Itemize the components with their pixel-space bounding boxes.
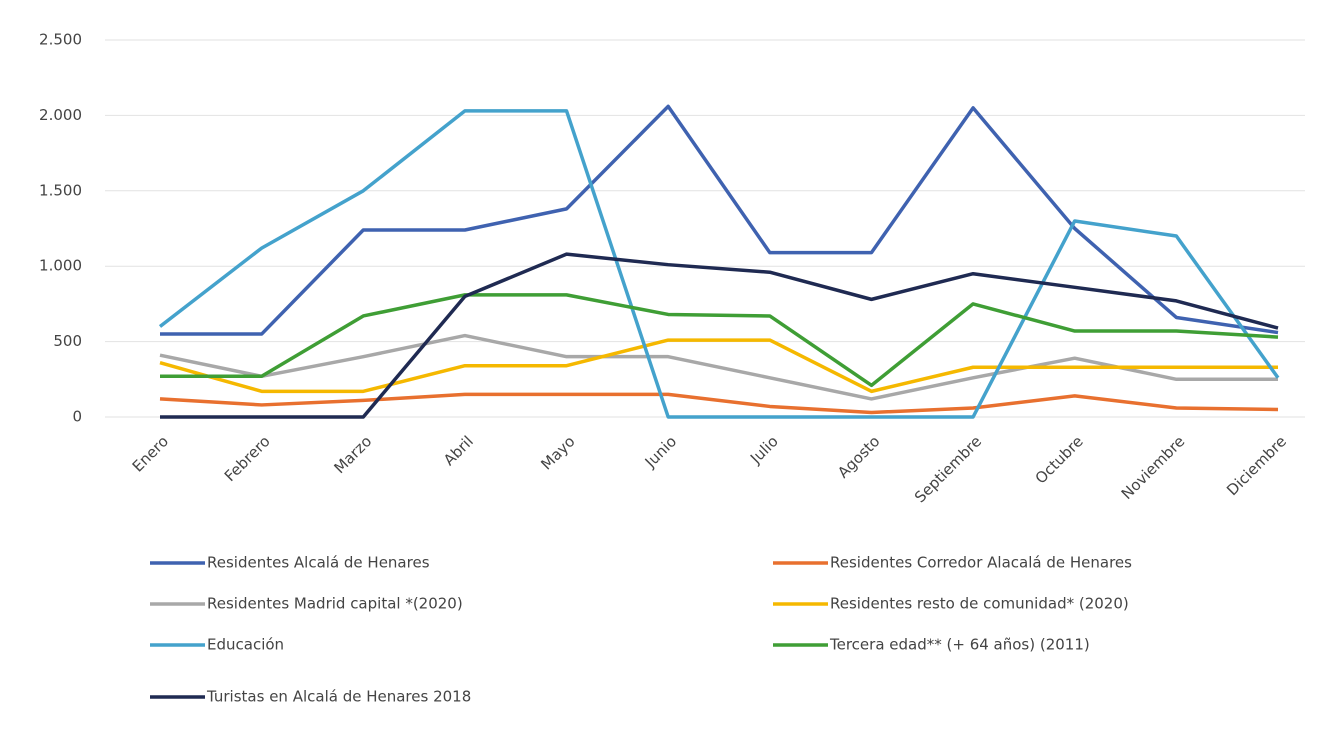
series-line	[158, 109, 1280, 419]
x-tick-label: Julio	[746, 432, 782, 468]
x-tick-label: Enero	[129, 432, 172, 475]
y-tick-label: 1.000	[39, 257, 82, 275]
y-tick-label: 1.500	[39, 181, 82, 199]
legend-label: Tercera edad** (+ 64 años) (2011)	[829, 636, 1090, 654]
legend-label: Residentes Corredor Alacalá de Henares	[830, 554, 1132, 572]
y-tick-label: 2.500	[39, 31, 82, 49]
x-tick-label: Febrero	[221, 432, 274, 485]
legend-label: Residentes resto de comunidad* (2020)	[830, 595, 1129, 613]
series-line	[159, 333, 1278, 401]
x-tick-label: Noviembre	[1118, 432, 1189, 503]
series-line	[160, 293, 1279, 388]
x-tick-label: Junio	[641, 432, 680, 471]
x-tick-label: Septiembre	[911, 432, 985, 506]
series-line	[159, 392, 1279, 415]
series-line	[160, 104, 1279, 336]
x-tick-label: Mayo	[537, 432, 578, 473]
legend-label: Turistas en Alcalá de Henares 2018	[206, 688, 471, 706]
x-tick-label: Agosto	[834, 432, 883, 481]
legend-label: Residentes Madrid capital *(2020)	[207, 595, 463, 613]
legend-label: Residentes Alcalá de Henares	[207, 554, 430, 572]
series-line	[160, 252, 1279, 419]
series-line	[159, 338, 1278, 394]
legend-label: Educación	[207, 636, 284, 654]
x-tick-label: Diciembre	[1223, 432, 1290, 499]
y-tick-label: 0	[72, 408, 82, 426]
x-tick-label: Abril	[440, 432, 477, 469]
y-tick-label: 2.000	[39, 106, 82, 124]
x-tick-label: Octubre	[1032, 432, 1087, 487]
x-tick-label: Marzo	[330, 432, 375, 477]
y-tick-label: 500	[53, 332, 82, 350]
